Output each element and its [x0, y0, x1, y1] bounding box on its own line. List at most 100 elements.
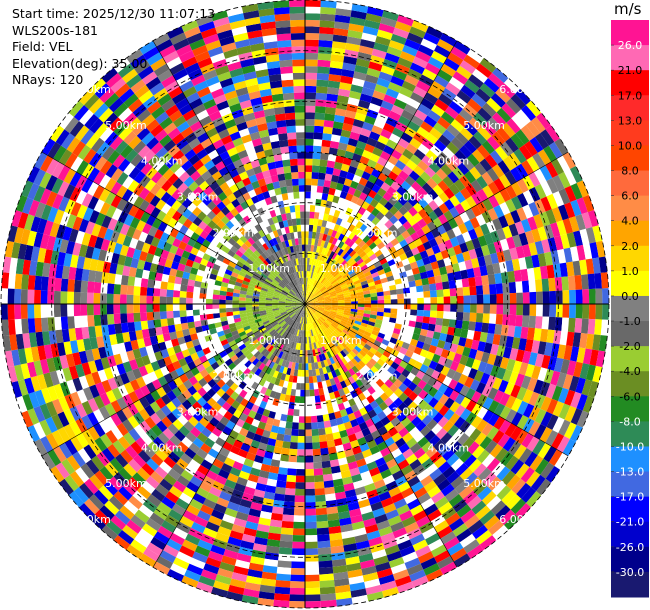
- range-gate: [570, 391, 582, 409]
- range-gate: [323, 295, 331, 299]
- range-gate: [358, 328, 366, 334]
- range-gate: [406, 186, 418, 197]
- range-gate: [312, 152, 321, 160]
- range-gate: [526, 156, 540, 172]
- range-gate: [313, 265, 318, 273]
- range-gate: [114, 274, 123, 285]
- range-gate: [576, 410, 589, 428]
- range-gate: [292, 541, 305, 549]
- range-gate: [375, 336, 384, 343]
- range-gate: [437, 356, 447, 366]
- range-gate: [371, 168, 381, 179]
- range-gate: [351, 125, 363, 135]
- range-gate: [306, 277, 308, 285]
- range-gate: [305, 284, 308, 291]
- range-gate: [317, 307, 325, 311]
- range-gate: [369, 198, 379, 208]
- range-gate: [366, 230, 376, 239]
- range-gate: [320, 599, 337, 608]
- range-gate: [338, 301, 345, 304]
- range-gate: [518, 257, 527, 270]
- range-gate: [119, 294, 127, 304]
- range-gate: [127, 276, 136, 287]
- range-gate: [309, 285, 313, 292]
- range-gate: [371, 207, 380, 217]
- range-gate: [34, 304, 42, 319]
- range-gate: [316, 73, 330, 81]
- range-gate: [379, 224, 389, 234]
- range-gate: [515, 281, 523, 293]
- range-gate: [568, 304, 576, 319]
- range-gate: [314, 481, 325, 489]
- range-gate: [534, 183, 547, 200]
- range-gate: [312, 442, 321, 450]
- range-gate: [356, 270, 364, 277]
- range-gate: [422, 193, 434, 205]
- range-gate: [422, 357, 432, 368]
- range-gate: [339, 250, 347, 258]
- range-gate: [330, 134, 341, 143]
- range-gate: [367, 213, 376, 222]
- range-gate: [325, 273, 332, 280]
- range-gate: [332, 168, 341, 177]
- range-gate: [338, 233, 345, 242]
- range-gate: [368, 317, 377, 323]
- range-gate: [540, 129, 555, 146]
- range-gate: [480, 351, 491, 364]
- range-gate: [377, 269, 386, 276]
- range-gate: [487, 323, 496, 334]
- range-gate: [522, 244, 532, 258]
- range-gate: [387, 280, 396, 287]
- range-gate: [317, 296, 324, 300]
- range-gate: [212, 294, 220, 300]
- range-gate: [316, 408, 323, 416]
- range-gate: [342, 287, 349, 292]
- range-gate: [344, 304, 352, 307]
- range-gate: [434, 234, 444, 245]
- range-gate: [522, 403, 535, 419]
- range-gate: [437, 116, 451, 130]
- range-gate: [376, 287, 384, 293]
- range-gate: [417, 143, 430, 156]
- range-gate: [199, 292, 207, 299]
- range-gate: [412, 212, 423, 223]
- range-gate: [566, 360, 577, 376]
- range-gate: [291, 548, 305, 556]
- range-gate: [522, 389, 534, 404]
- range-gate: [431, 173, 443, 185]
- range-gate: [323, 270, 329, 278]
- range-gate: [192, 292, 200, 299]
- range-gate: [334, 273, 341, 280]
- range-gate: [139, 304, 147, 313]
- range-gate: [305, 158, 313, 166]
- range-gate: [127, 321, 136, 332]
- range-gate: [160, 318, 168, 327]
- range-gate: [318, 304, 325, 307]
- range-gate: [307, 291, 311, 299]
- range-gate: [403, 201, 414, 212]
- range-gate: [460, 84, 476, 99]
- range-gate: [305, 409, 311, 417]
- range-gate: [579, 228, 590, 245]
- range-gate: [346, 144, 357, 154]
- range-gate: [337, 176, 346, 185]
- range-gate: [356, 291, 364, 296]
- range-gate: [318, 165, 327, 174]
- range-gate: [541, 239, 551, 254]
- range-gate: [555, 290, 563, 304]
- range-gate: [317, 308, 324, 312]
- range-gate: [308, 292, 313, 299]
- range-gate: [455, 363, 466, 374]
- range-gate: [305, 363, 309, 371]
- range-gate: [419, 349, 429, 358]
- range-gate: [344, 110, 357, 119]
- range-gate: [341, 285, 349, 290]
- range-gate: [311, 306, 318, 309]
- range-gate: [322, 467, 332, 475]
- range-gate: [376, 311, 384, 317]
- range-gate: [369, 314, 377, 320]
- range-gate: [316, 520, 329, 529]
- range-gate: [354, 168, 365, 178]
- range-gate: [585, 364, 596, 381]
- range-gate: [311, 258, 315, 266]
